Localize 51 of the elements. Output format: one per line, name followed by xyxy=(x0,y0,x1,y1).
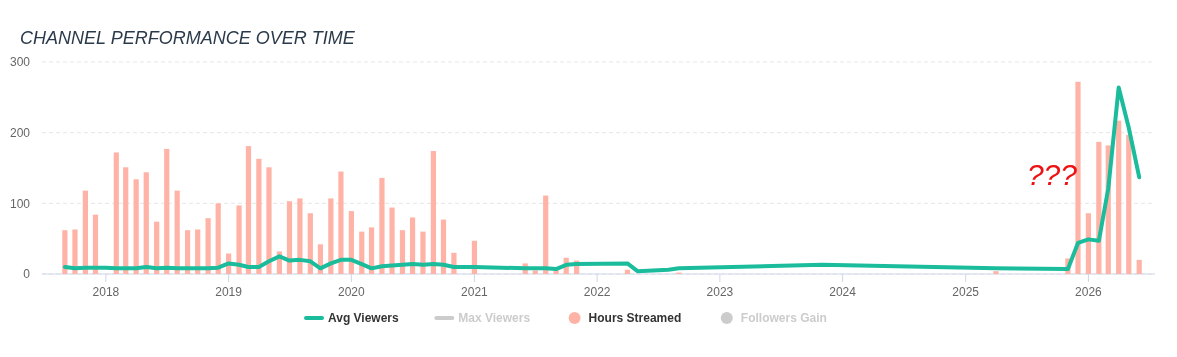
x-tick-label: 2024 xyxy=(829,285,857,299)
x-tick-label: 2020 xyxy=(338,285,366,299)
bar xyxy=(256,158,262,274)
line-series xyxy=(62,85,1142,274)
x-tick-label: 2018 xyxy=(92,285,120,299)
bar xyxy=(532,270,538,274)
annotation: ??? xyxy=(1026,158,1078,191)
bar xyxy=(420,231,426,274)
bar xyxy=(348,211,354,274)
legend-label: Avg Viewers xyxy=(328,311,400,325)
bar xyxy=(379,177,385,274)
bar xyxy=(624,269,631,274)
bar xyxy=(1116,120,1122,274)
bar xyxy=(215,203,221,274)
bar xyxy=(123,167,129,274)
bar xyxy=(297,198,303,274)
x-tick-label: 2025 xyxy=(952,285,980,299)
bar xyxy=(338,171,344,274)
y-tick-label: 200 xyxy=(9,125,31,140)
bar xyxy=(430,151,436,274)
bar xyxy=(1075,81,1081,274)
bar xyxy=(62,230,68,274)
bar xyxy=(328,198,334,274)
x-tick-label: 2023 xyxy=(706,285,734,299)
bar xyxy=(236,205,242,274)
bar xyxy=(174,190,180,274)
legend-label: Hours Streamed xyxy=(588,311,682,325)
bar xyxy=(245,146,252,274)
bar xyxy=(543,195,549,274)
bar xyxy=(409,217,416,274)
bar xyxy=(1085,213,1092,274)
chart-title: CHANNEL PERFORMANCE OVER TIME xyxy=(20,28,356,48)
y-tick-label: 0 xyxy=(23,267,31,282)
bar xyxy=(389,207,395,274)
bar xyxy=(1136,259,1142,274)
bar xyxy=(1126,134,1132,274)
y-tick-label: 300 xyxy=(9,55,31,70)
bar xyxy=(286,201,293,274)
bar xyxy=(133,179,139,274)
y-tick-label: 100 xyxy=(9,196,31,211)
bar xyxy=(72,229,78,274)
x-tick-label: 2022 xyxy=(583,285,611,299)
bar xyxy=(266,167,272,274)
x-tick-label: 2019 xyxy=(215,285,243,299)
bar xyxy=(113,152,119,274)
x-tick-label: 2021 xyxy=(461,285,489,299)
bar xyxy=(143,172,149,274)
bar xyxy=(82,190,88,274)
bar xyxy=(164,148,170,274)
x-tick-label: 2026 xyxy=(1075,285,1103,299)
bar xyxy=(993,271,999,274)
